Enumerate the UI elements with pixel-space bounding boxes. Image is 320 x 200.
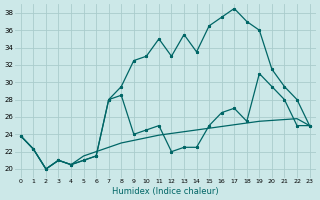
X-axis label: Humidex (Indice chaleur): Humidex (Indice chaleur) [112, 187, 219, 196]
